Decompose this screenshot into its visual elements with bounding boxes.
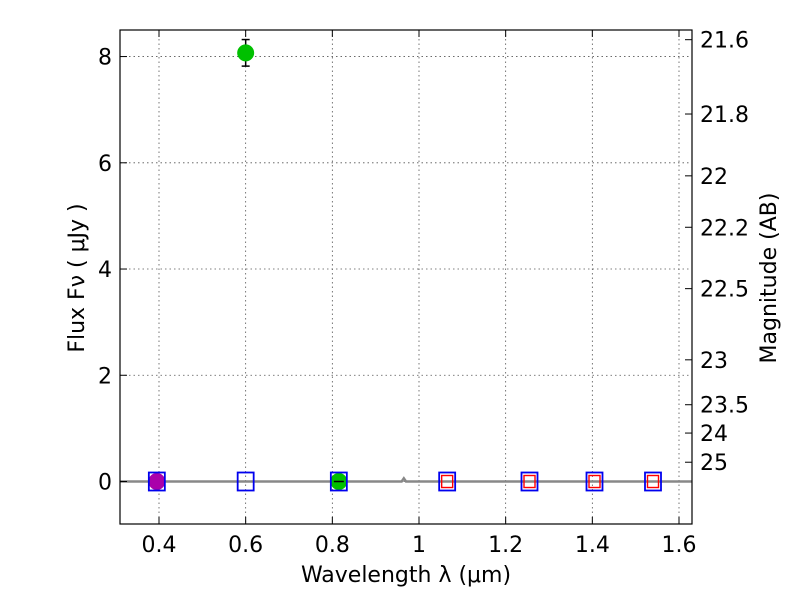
x-tick-label: 1.2 xyxy=(488,533,523,558)
x-tick-label: 0.4 xyxy=(142,533,177,558)
x-axis-label: Wavelength λ (μm) xyxy=(301,563,511,588)
x-tick-label: 0.6 xyxy=(228,533,263,558)
y-tick-label: 6 xyxy=(98,152,112,177)
y2-axis-label: Magnitude (AB) xyxy=(757,193,782,364)
model-photometry-marker xyxy=(438,471,457,492)
y-axis-label: Flux Fν ( μJy ) xyxy=(65,203,90,352)
y-tick-label: 8 xyxy=(98,46,112,71)
plot-frame xyxy=(119,29,693,525)
mag-tick-label: 23 xyxy=(700,349,728,374)
mag-tick-label: 24 xyxy=(700,422,728,447)
x-tick-label: 1.4 xyxy=(575,533,610,558)
model-spectrum-line xyxy=(120,476,692,483)
spectrum-layer xyxy=(120,476,692,483)
x-tick-label: 1 xyxy=(412,533,426,558)
model-photometry-marker xyxy=(585,471,604,492)
model-photometry-marker xyxy=(644,471,662,492)
model-photometry-marker xyxy=(236,471,255,492)
observed-point xyxy=(237,44,255,62)
model-photometry-marker xyxy=(520,471,539,492)
x-tick-label: 1.6 xyxy=(662,533,697,558)
model-photometry-marker xyxy=(329,471,348,492)
observed-uv-point xyxy=(148,473,166,491)
mag-tick-label: 22.2 xyxy=(700,216,749,241)
mag-tick-label: 21.8 xyxy=(700,103,749,128)
mag-tick-label: 22 xyxy=(700,165,728,190)
upper-limits-marker xyxy=(588,474,601,489)
model-photometry-marker xyxy=(147,471,166,492)
mag-tick-label: 21.6 xyxy=(700,29,749,54)
upper-limits-marker xyxy=(646,474,660,489)
x-tick-label: 0.8 xyxy=(315,533,350,558)
y-tick-label: 4 xyxy=(98,258,112,283)
mag-tick-label: 23.5 xyxy=(700,394,749,419)
y-tick-label: 0 xyxy=(98,471,112,496)
grid-layer xyxy=(120,30,692,524)
marker-layer xyxy=(147,38,662,492)
upper-limits-marker xyxy=(523,474,536,489)
mag-tick-label: 25 xyxy=(700,451,728,476)
mag-tick-label: 22.5 xyxy=(700,278,749,303)
upper-limits-marker xyxy=(440,474,454,489)
y-tick-label: 2 xyxy=(98,364,112,389)
tick-layer: 0.4 0.6 0.8 1 1.2 1.4 1.60246821.621.82222.222… xyxy=(98,29,749,558)
